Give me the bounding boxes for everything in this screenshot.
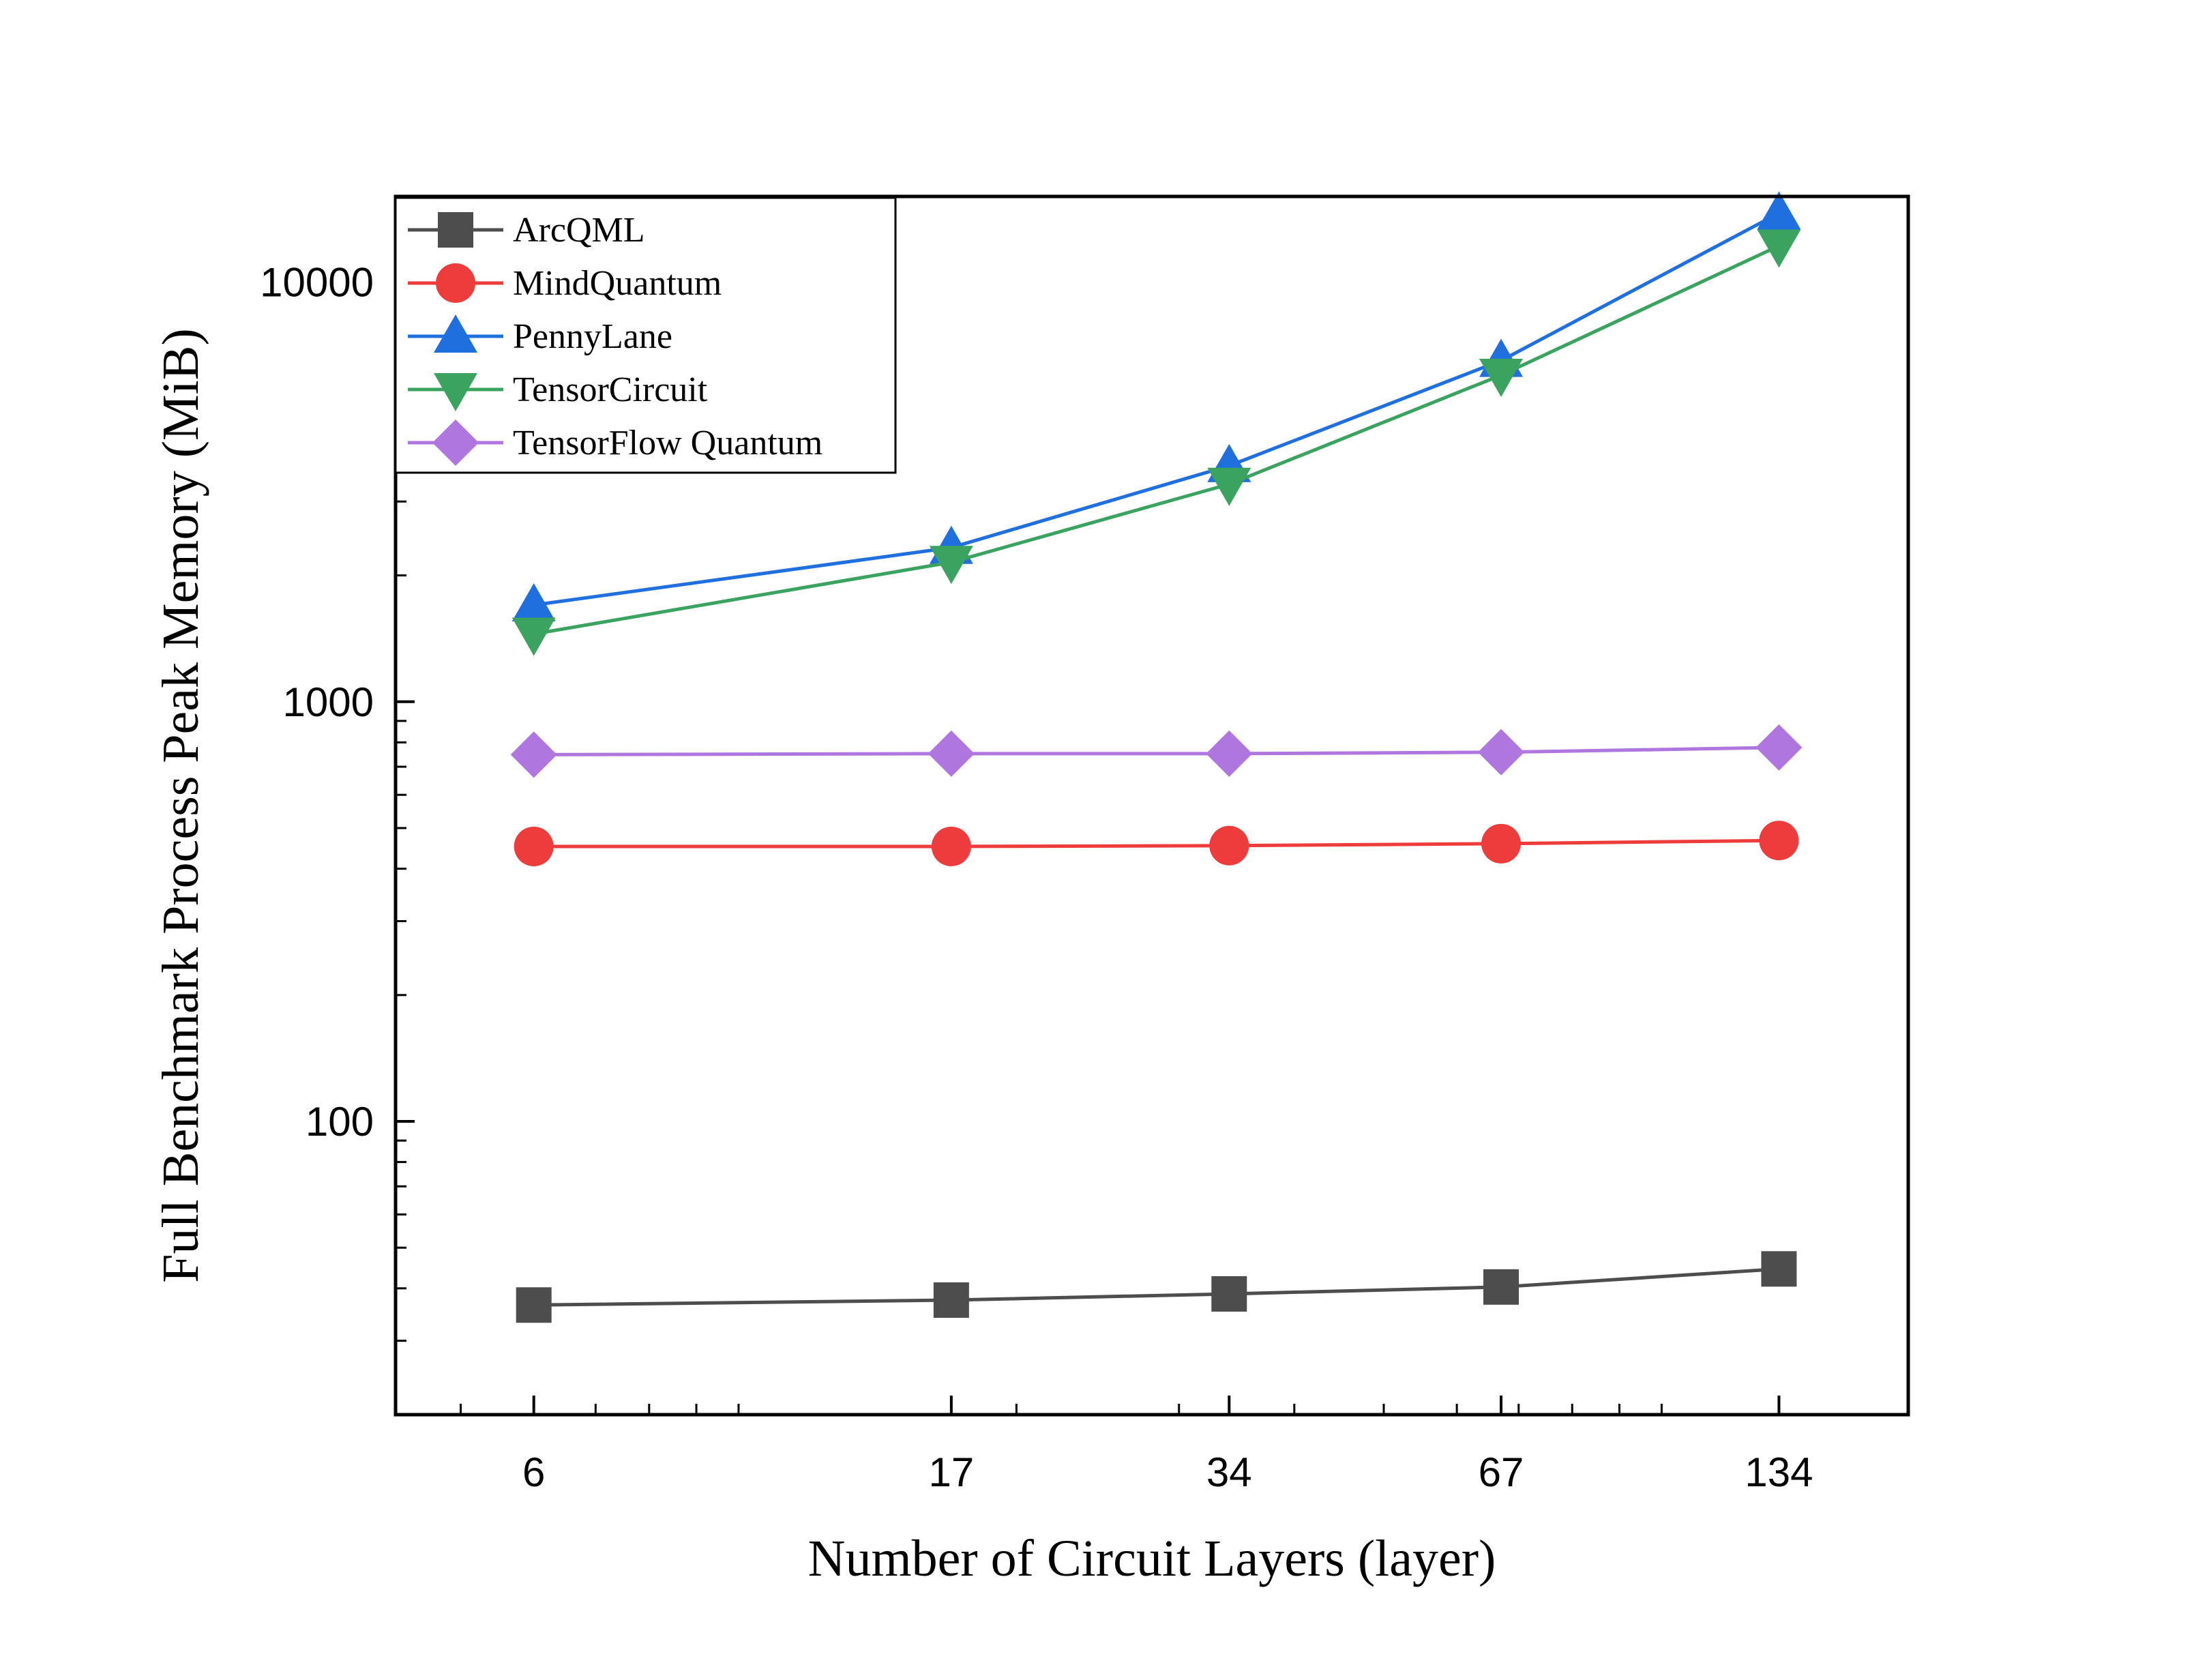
legend-marker-tensorflow-quantum: [432, 419, 479, 466]
data-point-arcqml: [516, 1287, 552, 1323]
y-tick-label: 10000: [260, 260, 374, 306]
y-tick-label: 100: [306, 1099, 374, 1145]
data-point-mindquantum: [1759, 821, 1799, 861]
series-layer: [510, 191, 1803, 1323]
series-arcqml: [516, 1251, 1797, 1323]
legend-label-tensorflow-quantum: TensorFlow Quantum: [513, 424, 822, 462]
x-tick-label: 67: [1479, 1449, 1524, 1495]
legend-entry-arcqml: ArcQML: [408, 211, 645, 250]
legend-marker-pennylane: [434, 314, 477, 353]
legend-entry-tensorflow-quantum: TensorFlow Quantum: [408, 419, 822, 466]
x-tick-label: 17: [928, 1449, 974, 1495]
legend-entry-tensorcircuit: TensorCircuit: [408, 370, 708, 411]
series-line-tensorflow-quantum: [533, 746, 1779, 756]
data-point-mindquantum: [1481, 823, 1522, 864]
data-point-arcqml: [933, 1282, 969, 1318]
x-axis-title: Number of Circuit Layers (layer): [808, 1530, 1496, 1587]
data-point-tensorcircuit: [512, 617, 556, 656]
data-point-arcqml: [1761, 1251, 1797, 1287]
data-point-pennylane: [1757, 191, 1801, 230]
series-mindquantum: [514, 821, 1799, 866]
plot-frame: [394, 194, 1910, 1417]
data-point-tensorcircuit: [929, 546, 973, 585]
x-tick-label: 134: [1745, 1449, 1813, 1495]
x-tick-labels: 6 17 34 67 134: [522, 1449, 1813, 1495]
legend-label-mindquantum: MindQuantum: [513, 264, 722, 303]
x-tick-label: 34: [1206, 1449, 1252, 1495]
data-point-mindquantum: [931, 826, 971, 866]
series-line-arcqml: [533, 1267, 1779, 1307]
legend-marker-mindquantum: [436, 263, 475, 303]
data-point-pennylane: [512, 583, 556, 622]
data-point-arcqml: [1483, 1269, 1520, 1305]
data-point-mindquantum: [1209, 825, 1249, 866]
data-point-tensorflow-quantum: [1755, 724, 1803, 771]
x-tick-label: 6: [522, 1449, 545, 1495]
legend-entry-mindquantum: MindQuantum: [408, 263, 722, 303]
y-tick-label: 1000: [283, 679, 374, 725]
series-tensorcircuit: [512, 229, 1801, 656]
series-tensorflow-quantum: [510, 724, 1803, 778]
legend-label-arcqml: ArcQML: [513, 211, 645, 250]
data-point-tensorcircuit: [1207, 467, 1251, 506]
legend: ArcQML MindQuantum PennyLane TensorCircuit T…: [394, 196, 897, 474]
data-point-arcqml: [1211, 1276, 1247, 1312]
y-tick-labels: 100 1000 10000: [260, 260, 374, 1145]
legend-label-pennylane: PennyLane: [513, 317, 672, 356]
legend-entry-pennylane: PennyLane: [408, 314, 672, 356]
legend-marker-arcqml: [438, 212, 473, 248]
data-point-tensorflow-quantum: [1206, 730, 1253, 777]
legend-marker-tensorcircuit: [434, 373, 477, 411]
data-point-tensorflow-quantum: [1478, 728, 1525, 776]
series-line-mindquantum: [533, 838, 1779, 849]
data-point-tensorcircuit: [1757, 229, 1801, 268]
y-axis-title: Full Benchmark Process Peak Memory (MiB): [152, 328, 209, 1282]
data-point-mindquantum: [514, 826, 554, 866]
legend-label-tensorcircuit: TensorCircuit: [513, 370, 708, 409]
data-point-tensorcircuit: [1479, 359, 1524, 398]
data-point-tensorflow-quantum: [928, 730, 975, 777]
data-point-tensorflow-quantum: [510, 731, 557, 778]
